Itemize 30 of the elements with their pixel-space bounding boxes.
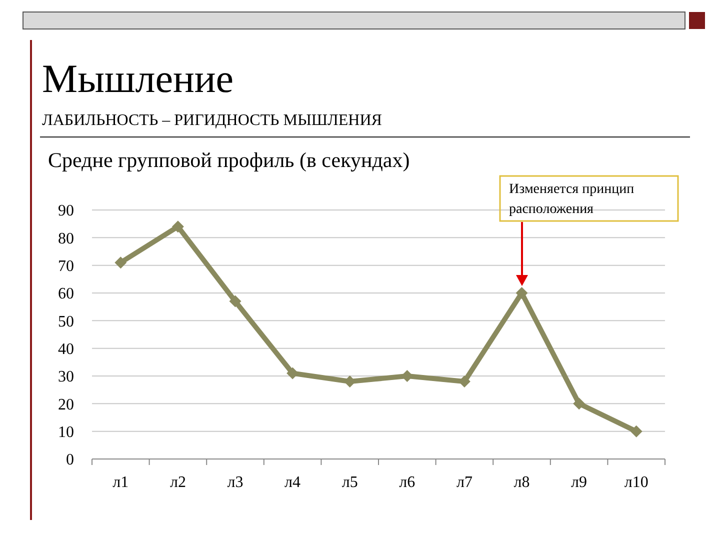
text: Средне групповой профиль (в секундах) xyxy=(48,148,410,172)
x-tick-label: л4 xyxy=(284,474,301,491)
y-tick-label: 70 xyxy=(58,258,74,275)
y-tick-label: 30 xyxy=(58,368,74,386)
y-tick-label: 50 xyxy=(58,313,74,330)
x-tick-label: л3 xyxy=(227,474,244,491)
point xyxy=(114,256,127,269)
y-tick-label: 0 xyxy=(66,452,74,469)
x-tick-label: л9 xyxy=(571,474,588,491)
x-tick-label: л5 xyxy=(342,474,358,491)
y-tick-label: 60 xyxy=(58,286,74,303)
y-tick-label: 90 xyxy=(58,202,74,220)
x-tick-label: л6 xyxy=(399,474,416,491)
x-tick-label: л1 xyxy=(112,474,129,491)
x-tick-label: л2 xyxy=(170,474,186,491)
y-tick-label: 10 xyxy=(58,424,74,441)
point xyxy=(630,425,642,438)
y-tick-label: 80 xyxy=(58,230,74,248)
point xyxy=(573,398,586,410)
point xyxy=(172,220,184,233)
point xyxy=(516,287,528,299)
x-tick-label: л8 xyxy=(514,474,530,491)
chart-title: Мышление xyxy=(42,56,234,101)
x-tick-label: л7 xyxy=(456,474,472,491)
chart-subtitle: ЛАБИЛЬНОСТЬ – РИГИДНОСТЬ МЫШЛЕНИЯ xyxy=(42,112,382,129)
point xyxy=(229,295,242,308)
y-tick-label: 20 xyxy=(58,396,74,414)
x-tick-label: л10 xyxy=(624,474,648,491)
y-tick-label: 40 xyxy=(58,340,74,358)
annotation: Изменяется принцип расположения xyxy=(509,182,635,217)
